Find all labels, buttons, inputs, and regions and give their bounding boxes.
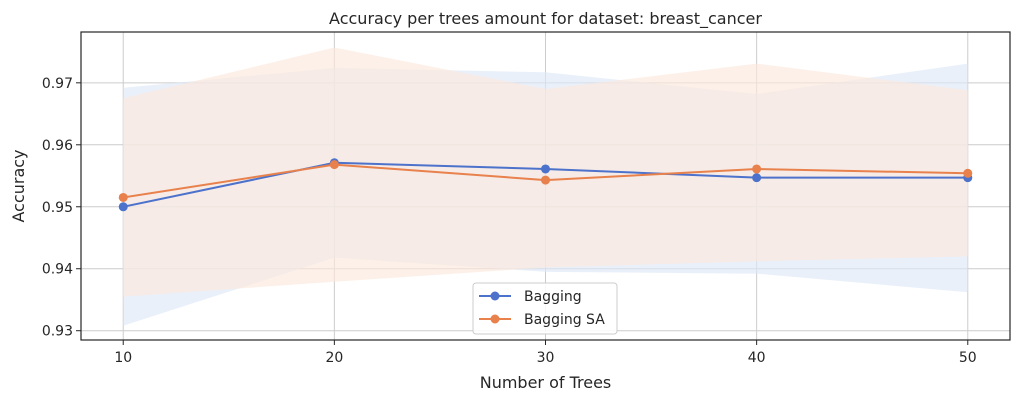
- data-point: [541, 164, 550, 174]
- data-point: [329, 160, 339, 170]
- x-tick-label: 10: [114, 350, 132, 366]
- chart-title: Accuracy per trees amount for dataset: b…: [329, 9, 762, 29]
- legend-label-bagging-sa: Bagging SA: [524, 312, 605, 328]
- x-tick-label: 40: [748, 350, 766, 366]
- y-tick-labels: 0.93 0.94 0.95 0.96 0.97: [42, 76, 81, 340]
- y-tick-label: 0.95: [42, 200, 73, 216]
- x-tick-label: 20: [325, 350, 343, 366]
- legend-label-bagging: Bagging: [524, 289, 582, 305]
- y-tick-label: 0.93: [42, 324, 73, 340]
- data-point: [118, 202, 128, 212]
- data-point: [752, 173, 762, 183]
- x-tick-labels: 10 20 30 40 50: [114, 340, 977, 366]
- legend: Bagging Bagging SA: [472, 282, 618, 335]
- data-point: [118, 192, 128, 202]
- legend-marker-bagging-sa: [490, 314, 500, 324]
- y-tick-label: 0.96: [42, 138, 73, 154]
- y-tick-label: 0.94: [42, 262, 73, 278]
- x-axis-label: Number of Trees: [480, 373, 612, 392]
- data-points: [118, 158, 973, 212]
- x-tick-label: 30: [537, 350, 555, 366]
- x-tick-label: 50: [959, 350, 977, 366]
- y-tick-label: 0.97: [42, 76, 73, 92]
- legend-marker-bagging: [490, 291, 500, 301]
- data-point: [963, 168, 973, 178]
- data-point: [541, 175, 550, 185]
- data-point: [752, 164, 762, 174]
- y-axis-label: Accuracy: [9, 149, 28, 222]
